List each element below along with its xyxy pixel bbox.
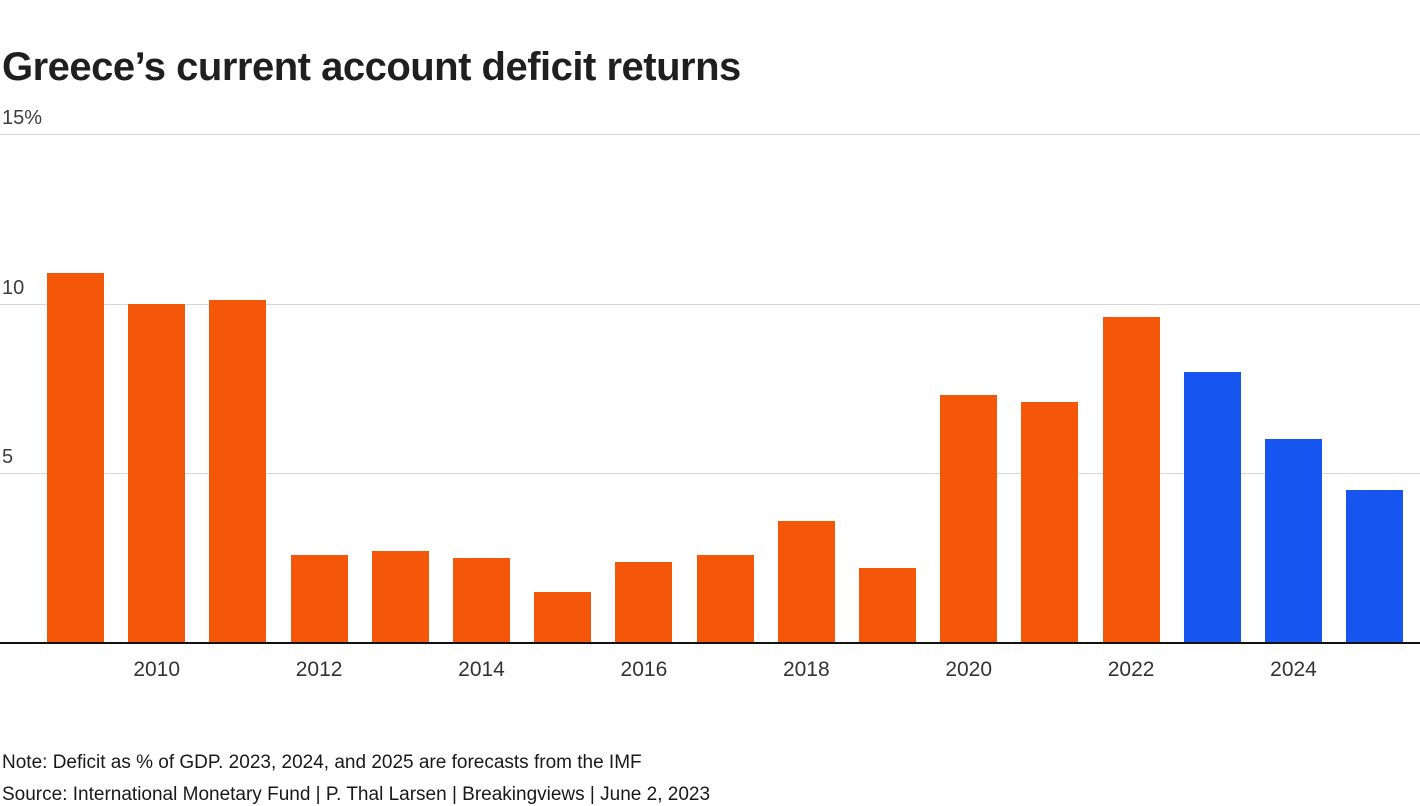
x-axis-labels: 2010 2012 2014 2016 2018 2020 2022 2024 bbox=[0, 658, 1420, 688]
x-axis-label-2012: 2012 bbox=[295, 658, 343, 681]
x-axis-line bbox=[0, 642, 1420, 644]
bar-2025 bbox=[1346, 490, 1404, 643]
x-axis-label-2016: 2016 bbox=[620, 658, 668, 681]
gridline-10: 10 bbox=[0, 277, 1420, 305]
bar-2019 bbox=[859, 568, 916, 643]
bar-2016 bbox=[615, 561, 673, 643]
bar-2015 bbox=[534, 592, 592, 643]
x-axis-label-2024: 2024 bbox=[1270, 658, 1317, 681]
bar-2012 bbox=[290, 554, 348, 643]
page-title: Greece’s current account deficit returns bbox=[2, 44, 741, 89]
x-axis-label-2014: 2014 bbox=[458, 658, 505, 681]
bar-2013 bbox=[371, 551, 429, 643]
bar-2022 bbox=[1102, 317, 1160, 643]
note-text: Note: Deficit as % of GDP. 2023, 2024, a… bbox=[2, 752, 642, 773]
x-axis-label-2010: 2010 bbox=[133, 658, 181, 681]
x-axis-label-2018: 2018 bbox=[782, 658, 830, 681]
x-axis-label-2020: 2020 bbox=[945, 658, 993, 681]
y-axis-label-15: 15% bbox=[2, 107, 43, 129]
y-axis-label-5: 5 bbox=[2, 446, 14, 469]
bar-2017 bbox=[696, 554, 754, 643]
source-text: Source: International Monetary Fund | P.… bbox=[2, 784, 711, 805]
x-axis-label-2022: 2022 bbox=[1107, 658, 1155, 681]
bar-2011 bbox=[209, 300, 267, 643]
bar-2010 bbox=[128, 303, 186, 643]
gridline-15: 15% bbox=[0, 107, 1420, 135]
y-axis-label-10: 10 bbox=[2, 276, 25, 299]
bar-2014 bbox=[453, 558, 510, 643]
plot-area: 15% 10 5 bbox=[0, 107, 1420, 644]
bar-2024 bbox=[1265, 439, 1322, 643]
bar-2021 bbox=[1021, 402, 1079, 643]
bar-2018 bbox=[777, 520, 835, 643]
bar-2009 bbox=[47, 273, 104, 643]
bar-2020 bbox=[940, 395, 998, 643]
gridline-5: 5 bbox=[0, 446, 1420, 475]
bar-2023 bbox=[1183, 371, 1241, 643]
